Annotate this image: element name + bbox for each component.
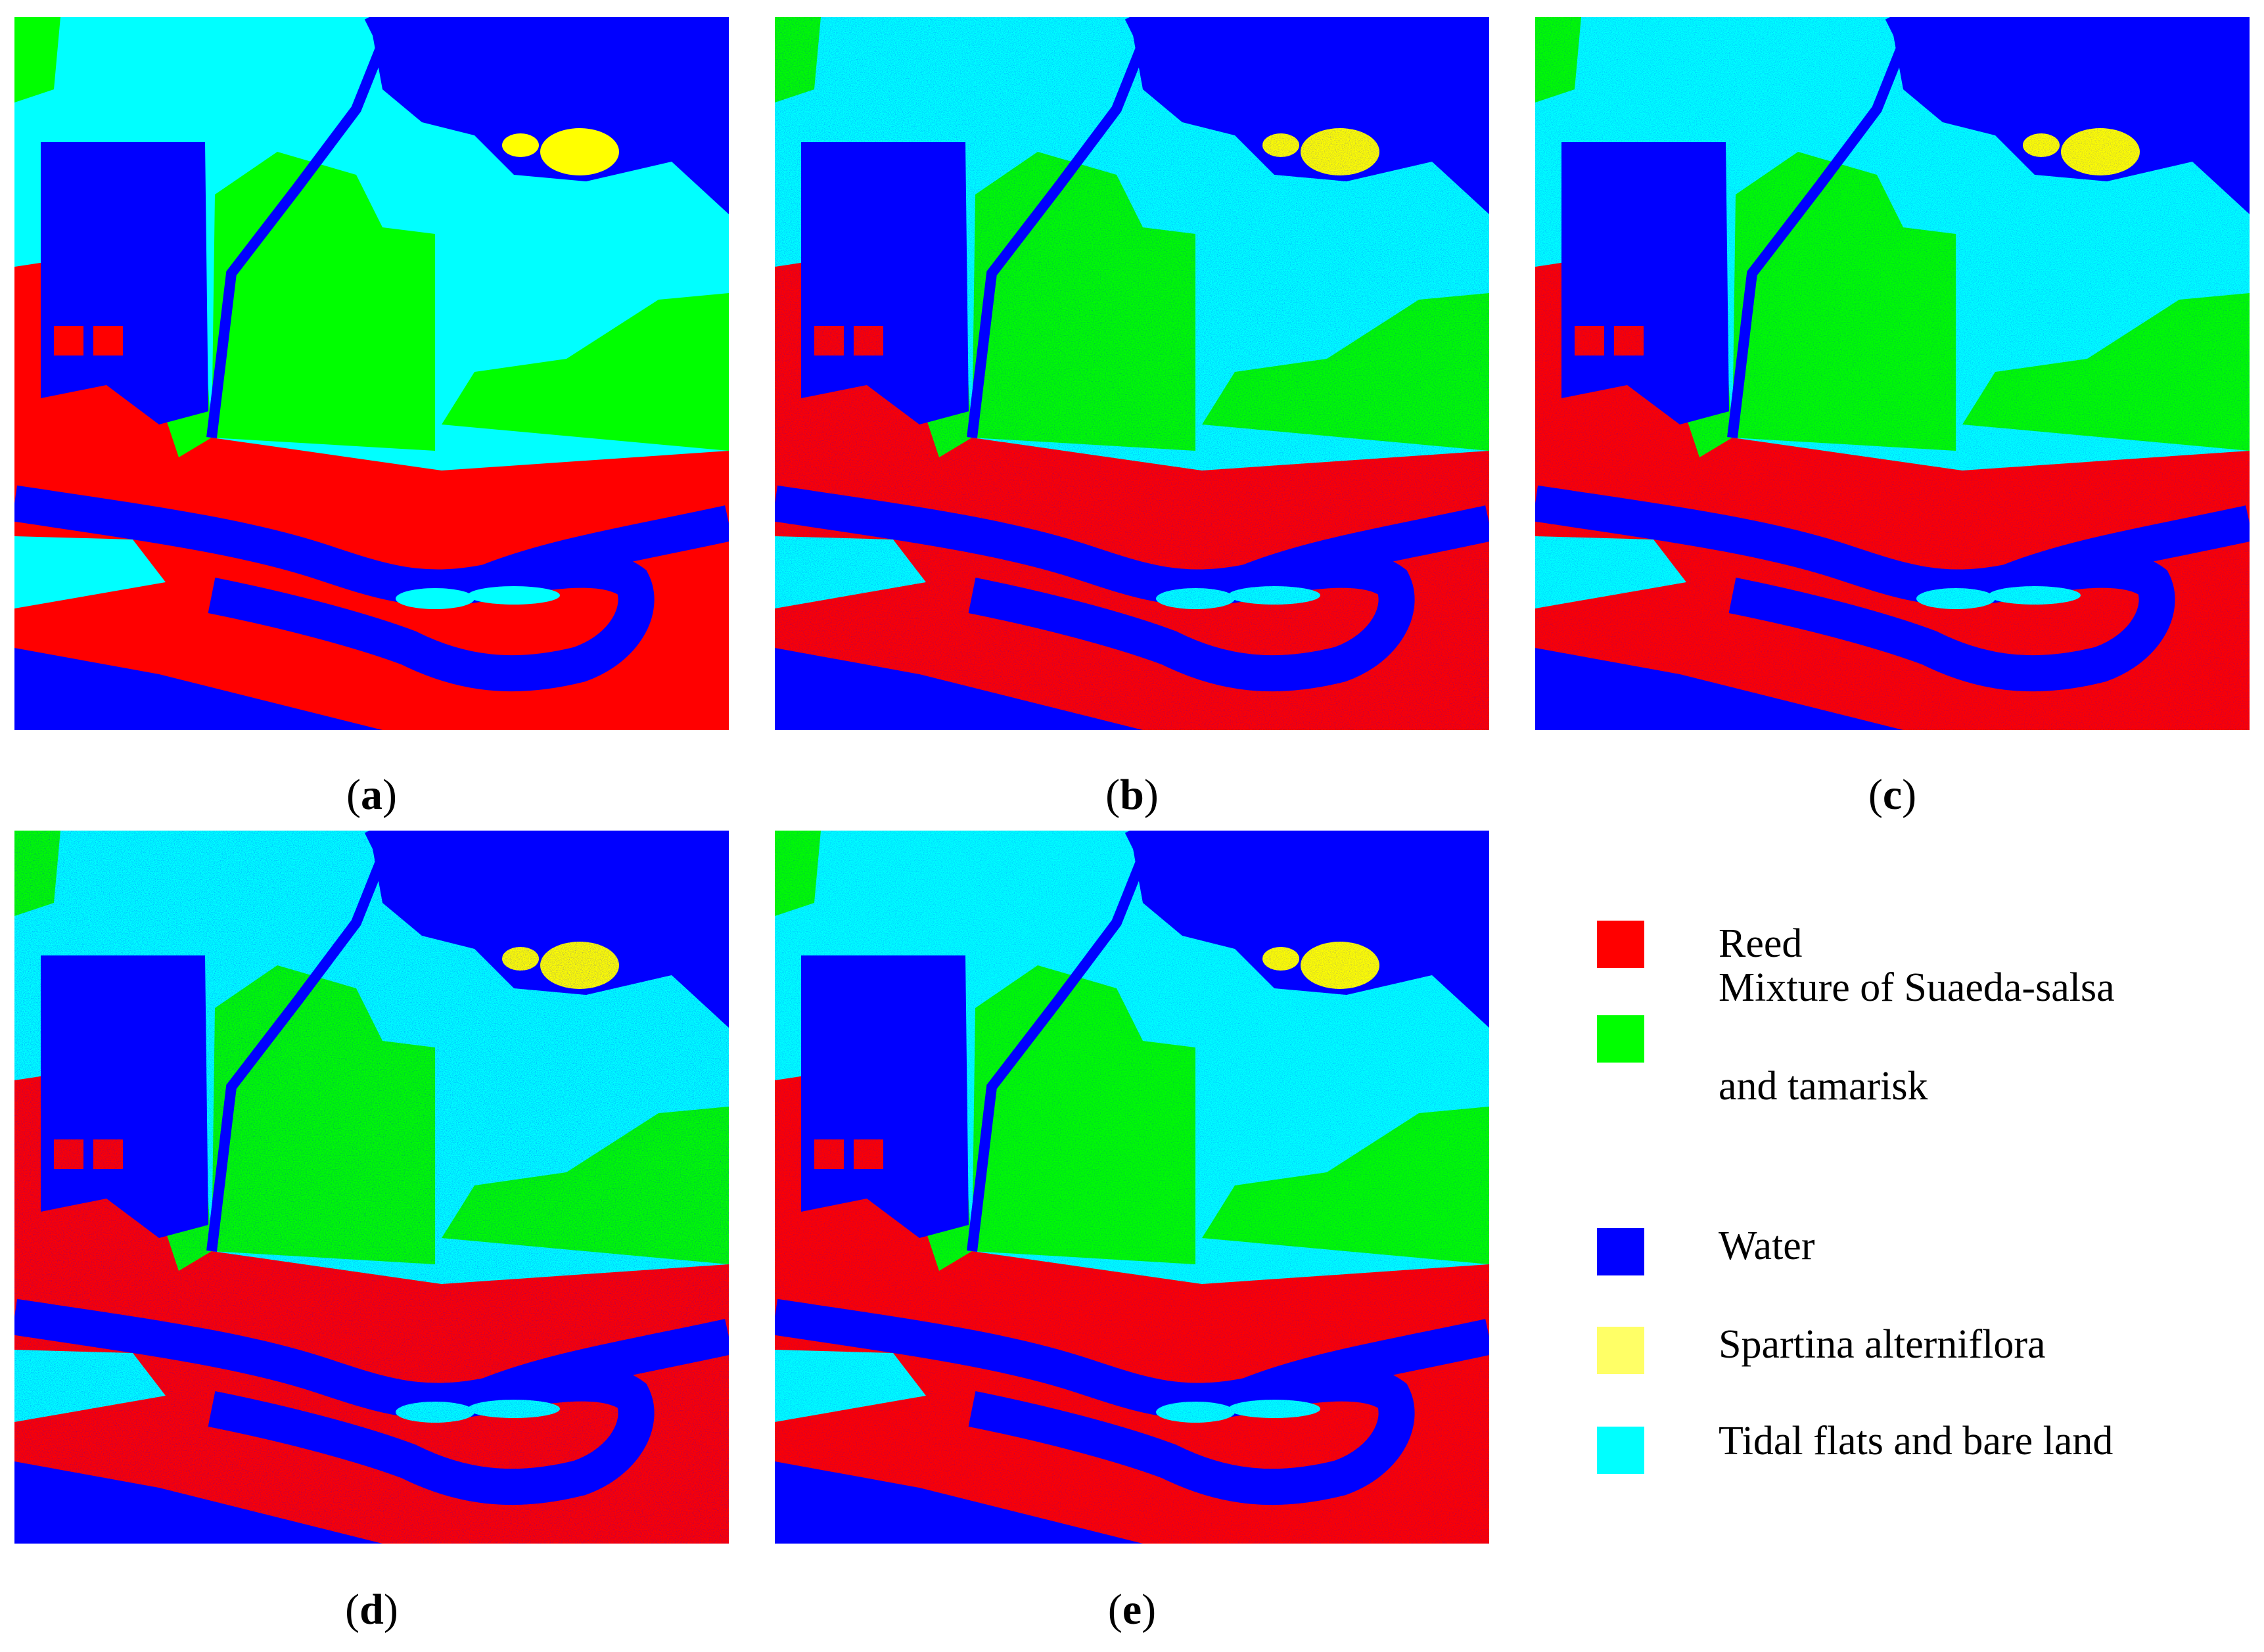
legend-swatch-tidal — [1597, 1427, 1644, 1474]
caption-e: (e) — [1107, 1586, 1157, 1634]
legend-label-mixture-line2: and tamarisk — [1719, 1064, 1928, 1109]
map-panel-e — [775, 831, 1489, 1544]
legend-label-spartina: Spartina alterniflora — [1719, 1322, 2046, 1367]
legend-item-spartina: Spartina alterniflora — [1594, 1322, 2238, 1375]
legend-swatch-mixture — [1597, 1015, 1644, 1063]
legend-label-reed: Reed — [1719, 921, 1803, 966]
classification-map-e — [775, 831, 1489, 1544]
legend-swatch-water — [1597, 1228, 1644, 1275]
caption-b: (b) — [1105, 771, 1159, 819]
caption-letter: e — [1122, 1586, 1142, 1634]
caption-letter: a — [361, 771, 382, 819]
legend-swatch-spartina — [1597, 1327, 1644, 1374]
caption-d: (d) — [345, 1586, 398, 1634]
legend-label-mixture-line1: Mixture of Suaeda-salsa — [1719, 965, 2115, 1010]
caption-a: (a) — [346, 771, 397, 819]
caption-c: (c) — [1868, 771, 1917, 819]
map-panel-b — [775, 17, 1489, 730]
legend-item-reed: Reed — [1594, 917, 2238, 969]
classification-map-c — [1535, 17, 2250, 730]
caption-letter: b — [1120, 771, 1144, 819]
legend-item-water: Water — [1594, 1224, 2238, 1277]
legend-item-tidal: Tidal flats and bare land — [1594, 1419, 2238, 1475]
map-panel-d — [14, 831, 729, 1544]
caption-letter: d — [359, 1586, 384, 1634]
legend-label-water: Water — [1719, 1224, 1815, 1268]
legend-item-mixture: Mixture of Suaeda-salsa and tamarisk — [1594, 965, 2238, 1160]
map-panel-a — [14, 17, 729, 730]
classification-map-d — [14, 831, 729, 1544]
map-panel-c — [1535, 17, 2250, 730]
classification-map-b — [775, 17, 1489, 730]
classification-map-a — [14, 17, 729, 730]
caption-letter: c — [1882, 771, 1903, 819]
legend-label-tidal: Tidal flats and bare land — [1719, 1419, 2114, 1463]
legend-swatch-reed — [1597, 921, 1644, 968]
